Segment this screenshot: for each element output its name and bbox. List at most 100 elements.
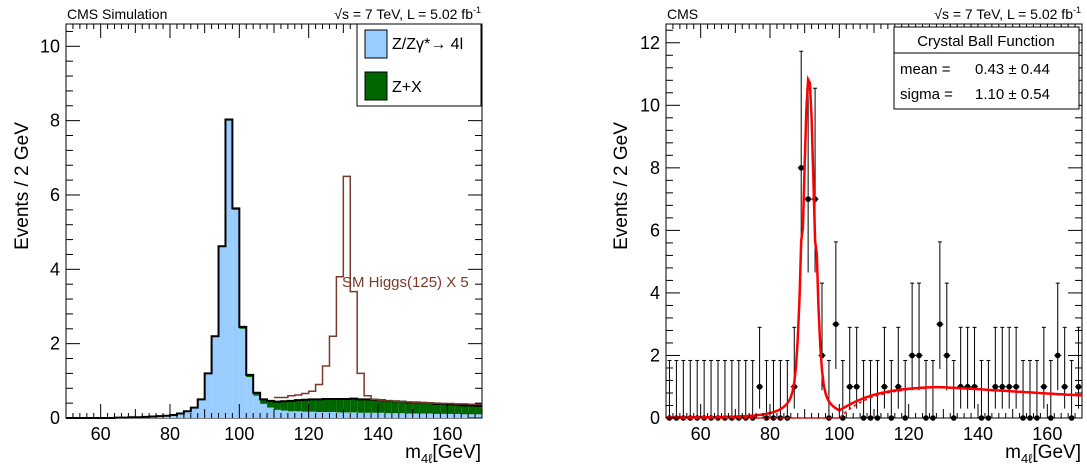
bar-zz: [218, 247, 226, 418]
right-ytick-label: 6: [650, 220, 660, 240]
legend-swatch-zx: [364, 71, 388, 101]
left-header-left: CMS Simulation: [67, 6, 167, 22]
bar-zz: [426, 413, 434, 418]
right-xtick-label: 60: [691, 424, 711, 444]
bar-zx: [322, 399, 330, 413]
data-point: [1013, 383, 1019, 390]
right-ylabel: Events / 2 GeV: [611, 122, 632, 250]
bar-zx: [398, 401, 406, 414]
data-point: [1020, 415, 1026, 421]
bar-zx: [371, 399, 378, 413]
bar-zz: [239, 328, 247, 418]
data-point: [770, 415, 777, 421]
right-ytick-label: 2: [650, 345, 660, 365]
bar-zz: [294, 411, 302, 418]
fit-stats-box: Crystal Ball Function mean = 0.43 ± 0.44…: [893, 26, 1080, 110]
fit-box-title: Crystal Ball Function: [917, 33, 1055, 50]
left-ytick-label: 6: [50, 185, 60, 205]
fit-row-mean-label: mean =: [900, 61, 951, 78]
data-point: [902, 415, 908, 421]
bar-zz: [343, 412, 351, 418]
bar-zz: [253, 395, 261, 418]
bar-zx: [294, 400, 302, 412]
left-xlabel-sub: 4ℓ: [421, 451, 433, 466]
bar-zx: [315, 399, 323, 413]
bar-zz: [419, 413, 427, 418]
data-point: [756, 383, 763, 390]
left-xlabel-main: m: [405, 442, 421, 463]
bar-zz: [287, 411, 295, 418]
fit-curve: [666, 74, 1083, 419]
bar-zz: [412, 413, 420, 418]
data-point: [1034, 415, 1040, 421]
right-xtick-label: 80: [760, 424, 780, 444]
bar-zz: [440, 413, 448, 418]
bar-zx: [357, 399, 365, 413]
data-point: [763, 415, 770, 421]
right-chart: CMS √s = 7 TeV, L = 5.02 fb-1 60 80 100 120…: [611, 5, 1083, 466]
left-header-right: √s = 7 TeV, L = 5.02 fb-1: [334, 5, 481, 22]
bar-zz: [163, 415, 170, 418]
data-point: [860, 415, 867, 421]
bar-zx: [364, 399, 372, 413]
data-point: [867, 415, 874, 421]
bar-zx: [426, 403, 434, 414]
bar-zx: [329, 399, 337, 413]
data-point: [985, 415, 992, 421]
bar-zz: [190, 407, 198, 418]
bar-zx: [419, 402, 427, 414]
bar-zz: [280, 410, 288, 418]
right-xtick-label: 100: [824, 424, 854, 444]
legend-label-zz: Z/Zγ*→ 4l: [392, 36, 463, 53]
data-point: [1006, 383, 1012, 390]
right-xtick-label: 120: [894, 424, 924, 444]
bar-zx: [447, 404, 455, 414]
bar-zz: [246, 377, 254, 418]
bar-zx: [274, 401, 281, 410]
bar-zx: [350, 398, 358, 413]
bar-zx: [468, 405, 476, 415]
left-legend: Z/Zγ*→ 4l Z+X: [356, 23, 482, 107]
right-ytick-label: 0: [650, 408, 660, 428]
bar-zz: [170, 415, 177, 418]
data-point: [833, 321, 839, 327]
fit-box-frame: [893, 26, 1080, 110]
bar-zz: [336, 412, 344, 418]
bar-zz: [211, 336, 219, 418]
left-header-right-text: √s = 7 TeV, L = 5.02 fb: [334, 6, 473, 22]
right-xlabel-unit: [GeV]: [1032, 442, 1081, 463]
data-point: [1048, 415, 1054, 421]
data-point: [1054, 352, 1061, 359]
left-ytick-label: 4: [50, 259, 60, 279]
bar-zx: [412, 402, 420, 414]
bar-zz: [384, 413, 392, 418]
left-ytick-label: 8: [50, 111, 60, 131]
bar-zz: [183, 411, 191, 418]
bar-zx: [391, 401, 399, 414]
bar-zz: [204, 373, 212, 418]
data-point: [805, 196, 811, 202]
data-point: [944, 352, 950, 359]
right-xtick-label: 140: [963, 424, 993, 444]
right-fit-curve: [666, 74, 1083, 419]
right-xtick-label: 160: [1032, 424, 1062, 444]
data-point: [937, 321, 943, 327]
right-xlabel-main: m: [1005, 442, 1021, 463]
data-point: [978, 415, 985, 421]
bar-zx: [384, 400, 392, 414]
bar-zz: [468, 414, 476, 418]
left-xtick-label: 60: [91, 424, 111, 444]
right-header-right: √s = 7 TeV, L = 5.02 fb-1: [934, 5, 1081, 22]
data-point: [909, 352, 915, 359]
bar-zx: [475, 405, 482, 415]
bar-zx: [253, 392, 261, 396]
left-xtick-label: 140: [363, 424, 393, 444]
bar-zz: [301, 411, 309, 418]
bar-zz: [315, 412, 323, 418]
data-point: [1075, 383, 1082, 390]
left-xtick-label: 100: [224, 424, 254, 444]
legend-label-zx: Z+X: [392, 79, 422, 96]
bar-zz: [391, 413, 399, 418]
bar-zz: [447, 413, 455, 418]
bar-zx: [260, 399, 268, 404]
